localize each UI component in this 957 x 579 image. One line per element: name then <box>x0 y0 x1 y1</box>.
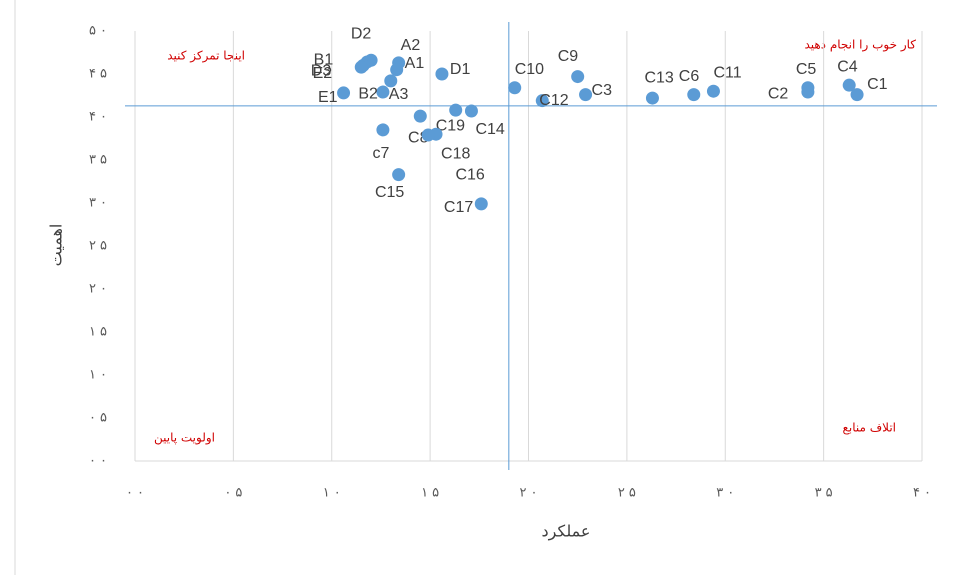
point-label: C10 <box>515 61 544 78</box>
point <box>571 70 584 83</box>
y-tick-label: ۴ ۰ <box>89 110 107 125</box>
point-label: C6 <box>679 68 700 85</box>
point-label: C1 <box>867 76 888 93</box>
point <box>465 104 478 117</box>
annotation: کار خوب را انجام دهید <box>804 38 916 53</box>
point-label: A1 <box>405 55 425 72</box>
point-label: A3 <box>389 86 409 103</box>
x-tick-label: ۲ ۰ <box>519 486 537 501</box>
point-label: C13 <box>644 69 673 86</box>
x-tick-label: ۰ ۰ <box>126 486 144 501</box>
point-label: C9 <box>558 48 579 65</box>
x-tick-label: ۳ ۵ <box>815 486 833 501</box>
x-tick-label: ۱ ۰ <box>323 486 341 501</box>
point <box>449 104 462 117</box>
point-label: A2 <box>401 37 421 54</box>
y-tick-label: ۲ ۵ <box>89 239 107 254</box>
y-tick-label: ۴ ۵ <box>89 67 107 82</box>
y-tick-label: ۲ ۰ <box>89 282 107 297</box>
point-label: C17 <box>444 199 473 216</box>
point <box>376 123 389 136</box>
point <box>337 86 350 99</box>
point <box>355 61 368 74</box>
point-label: C5 <box>796 61 817 78</box>
x-tick-label: ۲ ۵ <box>618 486 636 501</box>
x-tick-label: ۳ ۰ <box>716 486 734 501</box>
point <box>508 81 521 94</box>
point <box>422 129 435 142</box>
point-label: C11 <box>713 64 741 81</box>
x-axis-label: عملکرد <box>542 522 591 542</box>
point <box>475 197 488 210</box>
point <box>376 86 389 99</box>
point-label: C12 <box>539 92 568 109</box>
point-label: C18 <box>441 145 470 162</box>
point <box>707 85 720 98</box>
point-label: D1 <box>450 61 471 78</box>
y-tick-label: ۰ ۵ <box>89 411 107 426</box>
point-label: B2 <box>358 85 378 102</box>
y-tick-label: ۳ ۵ <box>89 153 107 168</box>
point-label: C15 <box>375 184 404 201</box>
y-tick-label: ۰ ۰ <box>89 454 107 469</box>
point <box>687 88 700 101</box>
point-label: C3 <box>592 82 613 99</box>
point-label: C4 <box>837 58 858 75</box>
point-label: c7 <box>372 145 389 162</box>
y-tick-label: ۱ ۵ <box>89 325 107 340</box>
point-label: C16 <box>455 166 484 183</box>
chart: عملکرد اهمیت اینجا تمرکز کنید کار خوب را… <box>0 0 957 575</box>
point-label: C14 <box>475 121 504 138</box>
point <box>390 63 403 76</box>
point-label: D2 <box>351 25 372 42</box>
point <box>414 110 427 123</box>
point <box>392 168 405 181</box>
point-label: C2 <box>768 85 789 102</box>
y-axis-label: اهمیت <box>47 224 66 267</box>
x-tick-label: ۱ ۵ <box>421 486 439 501</box>
y-tick-label: ۱ ۰ <box>89 368 107 383</box>
x-tick-label: ۰ ۵ <box>224 486 242 501</box>
y-tick-label: ۳ ۰ <box>89 196 107 211</box>
point <box>579 88 592 101</box>
annotation: اولویت پایین <box>154 431 215 446</box>
x-tick-label: ۴ ۰ <box>913 486 931 501</box>
point <box>801 86 814 99</box>
annotation: اتلاف منابع <box>842 421 896 435</box>
point-label: E1 <box>318 89 338 106</box>
point-label: D3 <box>311 62 332 79</box>
point <box>646 92 659 105</box>
y-tick-label: ۵ ۰ <box>89 24 107 39</box>
point <box>843 79 856 92</box>
point <box>435 68 448 81</box>
